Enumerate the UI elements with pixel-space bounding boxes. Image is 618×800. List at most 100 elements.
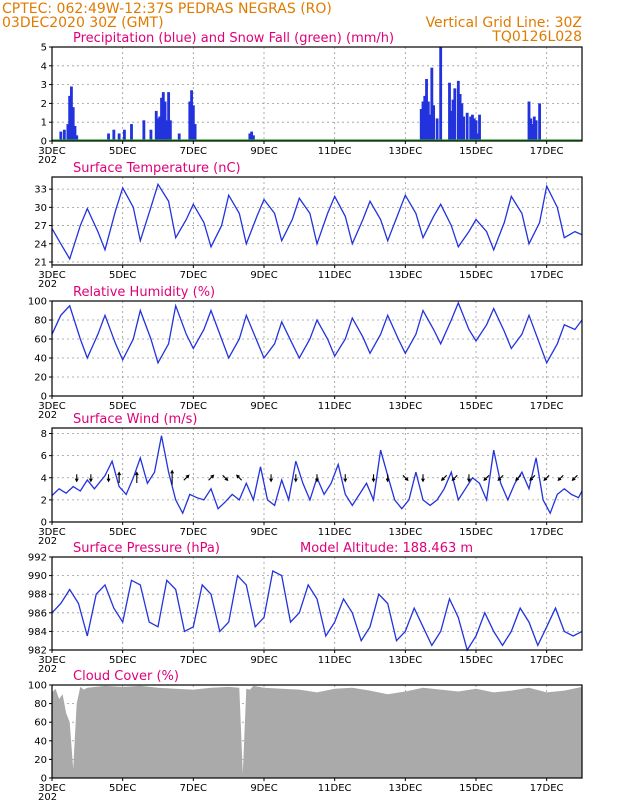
wind-ytick-label: 0 [41, 518, 47, 529]
precipitation-bar [423, 95, 427, 141]
precipitation-bar [190, 90, 193, 141]
temperature-xtick-label: 17DEC [530, 270, 564, 281]
precipitation-bar [432, 105, 436, 141]
wind-xtick-label: 17DEC [530, 527, 564, 538]
precipitation-xtick-label: 15DEC [459, 146, 493, 157]
temperature-frame [51, 176, 583, 266]
humidity-xtick-label: 3DEC [38, 401, 65, 412]
pressure-ytick-label: 984 [28, 627, 47, 638]
precipitation-bar [68, 95, 72, 141]
wind-xtick-label: 5DEC [109, 527, 136, 538]
wind-vector-arrow [106, 474, 111, 483]
precipitation-bar [534, 120, 538, 141]
precipitation-bar [456, 80, 460, 141]
precipitation-xtick-label: 13DEC [388, 146, 422, 157]
precipitation-bar [448, 82, 451, 141]
precipitation-bar [142, 120, 146, 141]
precipitation-ytick-label: 4 [41, 61, 47, 72]
wind-vector-arrow [269, 474, 273, 483]
cloud-cover-ytick-label: 100 [28, 681, 47, 692]
precipitation-bar [527, 101, 531, 141]
cloud-cover-frame [51, 684, 583, 779]
temperature-xtick-label: 9DEC [250, 270, 277, 281]
temperature-ytick-label: 27 [34, 221, 47, 232]
wind-year-fragment: 202 [38, 536, 57, 547]
temperature-ytick-label: 24 [34, 239, 47, 250]
wind-xtick-label: 3DEC [38, 527, 65, 538]
humidity-xtick-label: 7DEC [180, 401, 207, 412]
precipitation-bar [73, 125, 77, 141]
humidity-xtick-label: 17DEC [530, 401, 564, 412]
precipitation-bar [188, 101, 192, 141]
humidity-xtick-label: 13DEC [388, 401, 422, 412]
precipitation-bar [66, 124, 70, 141]
precipitation-bar [426, 101, 430, 141]
precipitation-bar [428, 114, 432, 141]
wind-ytick-label: 2 [41, 495, 47, 506]
wind-vector-arrow [467, 474, 471, 483]
precipitation-bar [158, 116, 162, 141]
precipitation-bar [75, 135, 79, 141]
wind-vector-arrow [451, 474, 458, 482]
temperature-ytick-label: 30 [34, 203, 47, 214]
precipitation-bar [472, 118, 476, 141]
precipitation-bar [149, 129, 153, 141]
precipitation-bar [425, 78, 428, 141]
cloud-cover-title: Cloud Cover (%) [73, 669, 179, 684]
pressure-xtick-label: 13DEC [388, 655, 422, 666]
precipitation-bar [430, 67, 434, 141]
wind-vector-arrow [571, 474, 578, 482]
wind-vector-arrow [88, 474, 93, 483]
pressure-subtitle: Model Altitude: 188.463 m [300, 541, 473, 556]
humidity-xtick-label: 5DEC [109, 401, 136, 412]
pressure-series-line [51, 570, 583, 652]
wind-vector-arrow [483, 474, 490, 482]
precipitation-bar [471, 114, 474, 141]
precipitation-bar [163, 101, 167, 141]
precipitation-panel: Precipitation (blue) and Snow Fall (gree… [38, 31, 583, 166]
precipitation-year-fragment: 202 [38, 155, 57, 166]
precipitation-bar [451, 99, 455, 141]
wind-vector-arrow [183, 474, 190, 481]
humidity-frame [51, 300, 583, 397]
temperature-xtick-label: 13DEC [388, 270, 422, 281]
wind-xtick-label: 9DEC [250, 527, 277, 538]
precipitation-bar [460, 103, 464, 141]
precipitation-bar [168, 120, 172, 141]
wind-series-line [51, 435, 583, 515]
pressure-xtick-label: 15DEC [459, 655, 493, 666]
pressure-year-fragment: 202 [38, 664, 57, 675]
precipitation-bar [165, 120, 169, 141]
precipitation-xtick-label: 9DEC [250, 146, 277, 157]
humidity-ytick-label: 80 [34, 316, 47, 327]
precipitation-bar [107, 133, 110, 141]
precipitation-bar [419, 109, 423, 141]
pressure-xtick-label: 9DEC [250, 655, 277, 666]
pressure-ytick-label: 986 [28, 608, 47, 619]
wind-xtick-label: 7DEC [180, 527, 207, 538]
pressure-title: Surface Pressure (hPa) [73, 541, 220, 556]
precipitation-bar [469, 116, 473, 141]
temperature-xtick-label: 11DEC [318, 270, 352, 281]
header-model-code: TQ0126L028 [491, 29, 582, 45]
wind-vector-arrow [170, 469, 175, 485]
wind-xtick-label: 15DEC [459, 527, 493, 538]
precipitation-bar [117, 133, 121, 141]
pressure-ytick-label: 990 [28, 571, 47, 582]
precipitation-bar [435, 118, 439, 141]
wind-xtick-label: 11DEC [318, 527, 352, 538]
temperature-series-line [51, 182, 583, 261]
cloud-cover-xtick-label: 5DEC [109, 783, 136, 794]
wind-vector-arrow [208, 474, 215, 481]
precipitation-ytick-label: 5 [41, 43, 47, 54]
cloud-cover-ytick-label: 20 [34, 755, 47, 766]
precipitation-bar [161, 92, 165, 141]
pressure-frame [51, 556, 583, 651]
precipitation-bar [123, 129, 126, 141]
humidity-ytick-label: 60 [34, 335, 47, 346]
humidity-year-fragment: 202 [38, 410, 57, 421]
precipitation-bar [439, 47, 443, 141]
header-location: CPTEC: 062:49W-12:37S PEDRAS NEGRAS (RO) [2, 1, 332, 17]
precipitation-bar [248, 133, 252, 141]
